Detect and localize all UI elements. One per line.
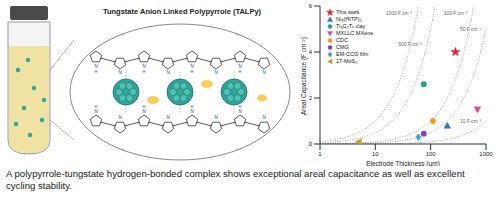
svg-text:Areal Capacitance (F cm⁻²): Areal Capacitance (F cm⁻²)	[300, 37, 308, 115]
svg-text:H: H	[95, 104, 98, 109]
html-text:Ti₃C₂Tₓ clay: Ti₃C₂Tₓ clay	[336, 23, 366, 29]
html-text:CDC: CDC	[336, 37, 348, 43]
svg-text:H: H	[239, 104, 242, 109]
svg-text:N: N	[118, 115, 121, 120]
svg-text:Tungstate Anion Linked Polypyr: Tungstate Anion Linked Polypyrrole (TALP…	[103, 7, 262, 16]
svg-text:N: N	[238, 109, 241, 114]
svg-text:100 F cm⁻³: 100 F cm⁻³	[444, 11, 468, 16]
svg-text:H: H	[191, 69, 194, 74]
html-text:A polypyrrole-tungstate hydrog: A polypyrrole-tungstate hydrogen-bonded …	[6, 168, 465, 191]
svg-text:N: N	[166, 115, 169, 120]
svg-text:1: 1	[318, 151, 322, 157]
svg-text:N: N	[262, 115, 265, 120]
svg-text:N: N	[190, 109, 193, 114]
svg-text:N: N	[214, 115, 217, 120]
svg-text:0: 0	[309, 141, 313, 147]
svg-text:N: N	[94, 64, 98, 69]
svg-text:10: 10	[372, 151, 379, 157]
svg-text:N: N	[94, 109, 97, 114]
svg-text:Electrode Thickness (μm): Electrode Thickness (μm)	[366, 160, 440, 166]
svg-text:N: N	[190, 64, 194, 69]
svg-text:1000: 1000	[479, 151, 486, 157]
svg-text:6: 6	[309, 3, 313, 9]
svg-text:N: N	[262, 70, 265, 75]
svg-text:N: N	[142, 109, 145, 114]
svg-text:H: H	[143, 69, 146, 74]
svg-text:10 F cm⁻³: 10 F cm⁻³	[460, 119, 481, 124]
html-text:This work: This work	[336, 9, 360, 15]
svg-text:N: N	[118, 70, 121, 75]
svg-text:N: N	[142, 64, 146, 69]
svg-text:N: N	[166, 70, 169, 75]
svg-text:N: N	[238, 64, 242, 69]
svg-text:N: N	[214, 70, 217, 75]
svg-text:H: H	[191, 104, 194, 109]
html-text:Ni₃(HITP)₂: Ni₃(HITP)₂	[336, 16, 362, 22]
html-text:EM-CCG film: EM-CCG film	[336, 51, 369, 57]
svg-text:4: 4	[309, 49, 313, 55]
html-text:CMG: CMG	[336, 44, 349, 50]
svg-text:H: H	[239, 69, 242, 74]
svg-text:100: 100	[426, 151, 437, 157]
svg-text:500 F cm⁻³: 500 F cm⁻³	[399, 42, 423, 47]
html-text:MXLLC MXene: MXLLC MXene	[336, 30, 374, 36]
html-text:1T-MoS₂: 1T-MoS₂	[336, 58, 358, 64]
svg-text:1000 F cm⁻³: 1000 F cm⁻³	[386, 11, 413, 16]
svg-text:H: H	[95, 69, 98, 74]
svg-text:50 F cm⁻³: 50 F cm⁻³	[460, 27, 481, 32]
svg-text:H: H	[143, 104, 146, 109]
svg-text:2: 2	[309, 95, 313, 101]
